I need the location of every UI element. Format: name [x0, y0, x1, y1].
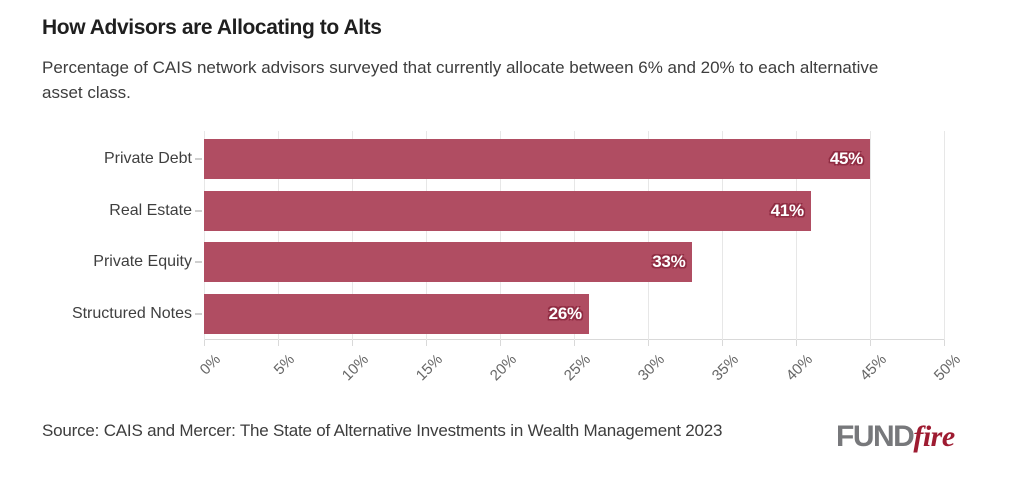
- category-tick: [195, 210, 202, 212]
- bar: 33%: [204, 242, 693, 282]
- category-tick: [195, 158, 202, 160]
- chart-title: How Advisors are Allocating to Alts: [42, 16, 382, 39]
- x-axis-tick: [426, 340, 427, 346]
- gridline: [796, 131, 797, 340]
- chart-subtitle: Percentage of CAIS network advisors surv…: [42, 58, 879, 102]
- fundfire-logo-fire: fire: [913, 420, 955, 453]
- category-tick: [195, 261, 202, 263]
- x-tick-label: 10%: [338, 351, 373, 385]
- fundfire-logo-fund: FUND: [836, 420, 915, 453]
- gridline: [352, 131, 353, 340]
- x-tick-label: 40%: [782, 351, 817, 385]
- gridline: [722, 131, 723, 340]
- x-axis-tick: [944, 340, 945, 346]
- x-tick-label: 15%: [412, 351, 447, 385]
- x-axis-tick: [574, 340, 575, 346]
- bar-value-label: 41%: [770, 201, 804, 220]
- category-label: Structured Notes: [71, 305, 192, 322]
- gridline: [426, 131, 427, 340]
- gridline: [500, 131, 501, 340]
- x-tick-label: 25%: [560, 351, 595, 385]
- gridline: [574, 131, 575, 340]
- bar: 26%: [204, 294, 589, 334]
- x-axis-tick: [722, 340, 723, 346]
- x-axis-tick: [278, 340, 279, 346]
- x-tick-label: 20%: [486, 351, 521, 385]
- category-label: Private Equity: [93, 253, 192, 270]
- plot-area: 0% 5% 10% 15% 20% 25% 30% 35% 40% 45% 50% 45% Privat…: [72, 131, 964, 384]
- category-tick: [195, 313, 202, 315]
- gridline: [648, 131, 649, 340]
- x-tick-label: 35%: [708, 351, 743, 385]
- gridline: [944, 131, 945, 340]
- bar-value-label: 45%: [829, 149, 863, 168]
- x-tick-label: 5%: [270, 351, 299, 379]
- gridline: [870, 131, 871, 340]
- x-axis-tick: [648, 340, 649, 346]
- x-tick-label: 50%: [930, 351, 965, 385]
- source-text: Source: CAIS and Mercer: The State of Al…: [42, 421, 723, 440]
- category-label: Private Debt: [103, 150, 192, 167]
- x-axis-tick: [204, 340, 205, 346]
- bar-value-label: 26%: [548, 304, 582, 323]
- x-tick-label: 30%: [634, 351, 669, 385]
- x-axis-tick: [796, 340, 797, 346]
- x-tick-label: 45%: [856, 351, 891, 385]
- gridline: [204, 131, 205, 340]
- bar: 41%: [204, 191, 811, 231]
- x-axis-tick: [870, 340, 871, 346]
- fundfire-logo: FUNDfire: [836, 420, 955, 454]
- x-axis-tick: [500, 340, 501, 346]
- bar-value-label: 33%: [652, 252, 686, 271]
- bar: 45%: [204, 139, 870, 179]
- gridline: [278, 131, 279, 340]
- category-label: Real Estate: [109, 202, 192, 219]
- x-tick-label: 0%: [196, 351, 225, 379]
- x-axis-tick: [352, 340, 353, 346]
